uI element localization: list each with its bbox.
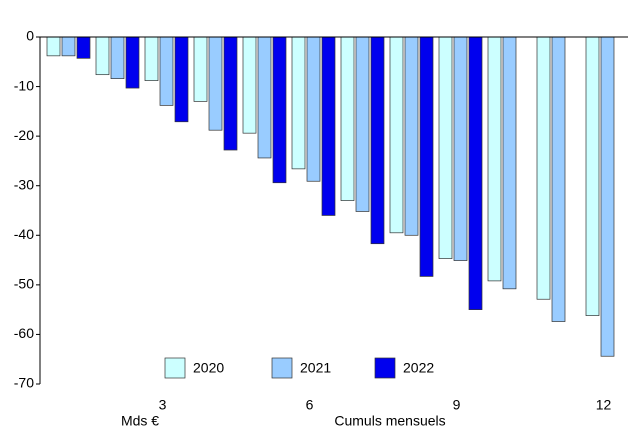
legend-swatch <box>374 357 396 379</box>
bar <box>453 36 468 261</box>
bar <box>468 36 483 310</box>
bar <box>340 36 355 201</box>
bar <box>585 36 600 316</box>
y-tick-label: -10 <box>14 77 34 93</box>
bar <box>242 36 257 134</box>
bar <box>95 36 110 76</box>
bar <box>174 36 189 123</box>
legend-swatch <box>271 357 293 379</box>
bar <box>389 36 404 234</box>
y-tick-label: 0 <box>26 28 34 44</box>
bar <box>144 36 159 81</box>
bar <box>321 36 336 216</box>
y-unit-label: Mds € <box>121 413 159 429</box>
y-tick-label: -20 <box>14 127 34 143</box>
x-tick-label: 3 <box>159 397 167 413</box>
bar <box>76 36 91 59</box>
x-axis-label: Cumuls mensuels <box>334 413 445 429</box>
bar <box>193 36 208 102</box>
y-tick-label: -50 <box>14 276 34 292</box>
bar <box>272 36 287 184</box>
legend-label: 2021 <box>300 360 331 376</box>
legend-label: 2020 <box>193 360 224 376</box>
bar <box>291 36 306 170</box>
bar <box>536 36 551 300</box>
bar <box>600 36 615 357</box>
bar <box>370 36 385 245</box>
bar <box>487 36 502 282</box>
bar <box>208 36 223 131</box>
y-tick-label: -30 <box>14 176 34 192</box>
bar <box>438 36 453 259</box>
y-tick-label: -70 <box>14 375 34 391</box>
y-tick-label: -60 <box>14 325 34 341</box>
bar <box>46 36 61 57</box>
bar <box>110 36 125 79</box>
bar <box>223 36 238 151</box>
bar <box>404 36 419 236</box>
x-tick-label: 6 <box>306 397 314 413</box>
bar <box>419 36 434 277</box>
bar <box>61 36 76 57</box>
bar <box>306 36 321 182</box>
bar <box>355 36 370 212</box>
y-tick-label: -40 <box>14 226 34 242</box>
bar <box>125 36 140 89</box>
bar <box>551 36 566 322</box>
bar <box>257 36 272 159</box>
x-tick-label: 9 <box>453 397 461 413</box>
x-tick-label: 12 <box>596 397 612 413</box>
legend-label: 2022 <box>403 360 434 376</box>
legend-swatch <box>164 357 186 379</box>
bar <box>502 36 517 290</box>
bar <box>159 36 174 106</box>
